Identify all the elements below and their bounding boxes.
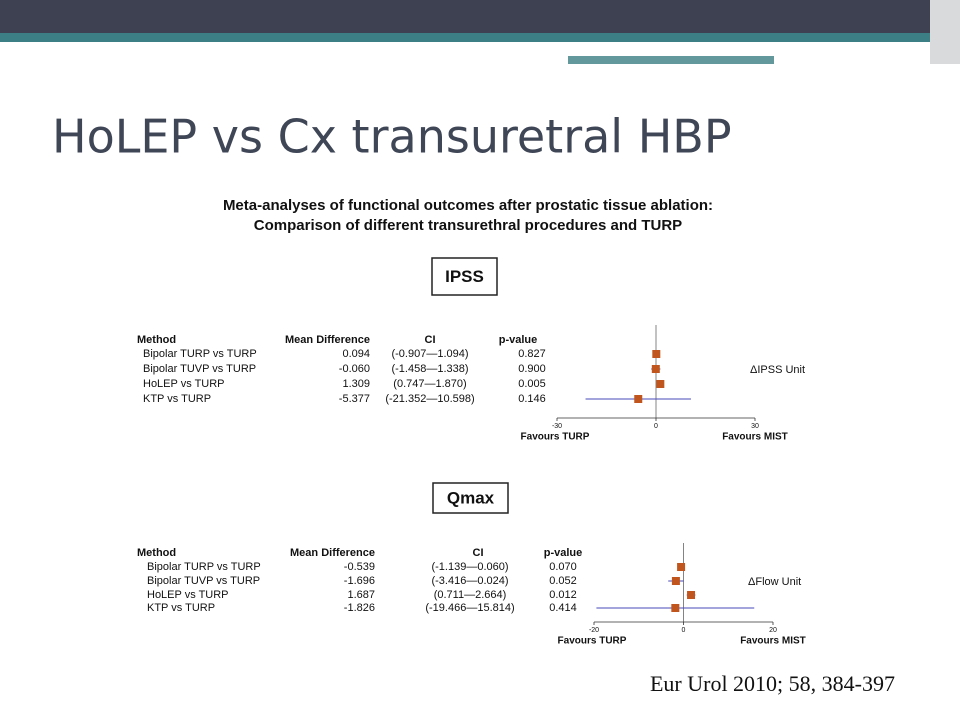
- right-label: Favours MIST: [740, 636, 806, 647]
- effect-marker: [651, 365, 660, 373]
- column-header: CI: [425, 334, 436, 346]
- column-header: CI: [473, 547, 484, 559]
- method: Bipolar TUVP vs TURP: [143, 363, 256, 375]
- header-stripe: [0, 33, 960, 42]
- header-bar: [0, 0, 960, 33]
- effect-marker: [634, 395, 643, 403]
- column-header: Mean Difference: [285, 334, 370, 346]
- slide-title: HoLEP vs Cx transuretral HBP: [52, 110, 732, 164]
- effect-marker: [671, 577, 680, 585]
- column-header: p-value: [499, 334, 538, 346]
- effect-marker: [656, 380, 665, 388]
- panel-title: Qmax: [447, 488, 495, 507]
- left-label: Favours TURP: [521, 432, 590, 443]
- ci: (-1.458—1.338): [391, 363, 468, 375]
- method: KTP vs TURP: [143, 393, 211, 405]
- p-value: 0.146: [518, 393, 546, 405]
- mean-difference: 1.309: [342, 378, 370, 390]
- x-tick-label: -30: [552, 423, 562, 430]
- header-accent: [568, 56, 774, 64]
- ci: (-0.907—1.094): [391, 348, 468, 360]
- ci: (0.711—2.664): [434, 589, 507, 601]
- mean-difference: -1.826: [344, 602, 375, 614]
- left-label: Favours TURP: [558, 636, 627, 647]
- method: HoLEP vs TURP: [143, 378, 225, 390]
- panel-box: [432, 482, 509, 514]
- effect-marker: [687, 591, 696, 599]
- method: Bipolar TUVP vs TURP: [147, 575, 260, 587]
- column-header: p-value: [544, 547, 583, 559]
- right-label: Favours MIST: [722, 432, 788, 443]
- mean-difference: 1.687: [347, 589, 375, 601]
- figure-title: Comparison of different transurethral pr…: [254, 217, 682, 234]
- column-header: Method: [137, 334, 176, 346]
- mean-difference: -0.539: [344, 561, 375, 573]
- corner-lines: [930, 0, 960, 64]
- unit-label: ΔFlow Unit: [748, 576, 801, 588]
- effect-marker: [671, 604, 680, 612]
- effect-marker: [652, 350, 661, 358]
- panel-title: IPSS: [445, 267, 484, 286]
- p-value: 0.900: [518, 363, 546, 375]
- mean-difference: -0.060: [339, 363, 370, 375]
- p-value: 0.827: [518, 348, 546, 360]
- method: HoLEP vs TURP: [147, 589, 229, 601]
- method: Bipolar TURP vs TURP: [143, 348, 257, 360]
- x-tick-label: 30: [751, 423, 759, 430]
- mean-difference: -1.696: [344, 575, 375, 587]
- unit-label: ΔIPSS Unit: [750, 364, 805, 376]
- method: KTP vs TURP: [147, 602, 215, 614]
- column-header: Method: [137, 547, 176, 559]
- p-value: 0.005: [518, 378, 546, 390]
- citation: Eur Urol 2010; 58, 384-397: [650, 671, 895, 696]
- panel-box: [431, 257, 498, 296]
- method: Bipolar TURP vs TURP: [147, 561, 261, 573]
- column-header: Mean Difference: [290, 547, 375, 559]
- ci: (-21.352—10.598): [385, 393, 474, 405]
- x-tick-label: 0: [682, 627, 686, 634]
- effect-marker: [677, 563, 686, 571]
- x-tick-label: -20: [589, 627, 599, 634]
- x-tick-label: 0: [654, 423, 658, 430]
- ci: (-1.139—0.060): [431, 561, 508, 573]
- figure-title: Meta-analyses of functional outcomes aft…: [223, 197, 713, 214]
- p-value: 0.414: [549, 602, 577, 614]
- p-value: 0.070: [549, 561, 577, 573]
- mean-difference: 0.094: [342, 348, 370, 360]
- ci: (-3.416—0.024): [431, 575, 508, 587]
- ci: (0.747—1.870): [393, 378, 466, 390]
- mean-difference: -5.377: [339, 393, 370, 405]
- x-tick-label: 20: [769, 627, 777, 634]
- p-value: 0.012: [549, 589, 577, 601]
- p-value: 0.052: [549, 575, 577, 587]
- ci: (-19.466—15.814): [425, 602, 514, 614]
